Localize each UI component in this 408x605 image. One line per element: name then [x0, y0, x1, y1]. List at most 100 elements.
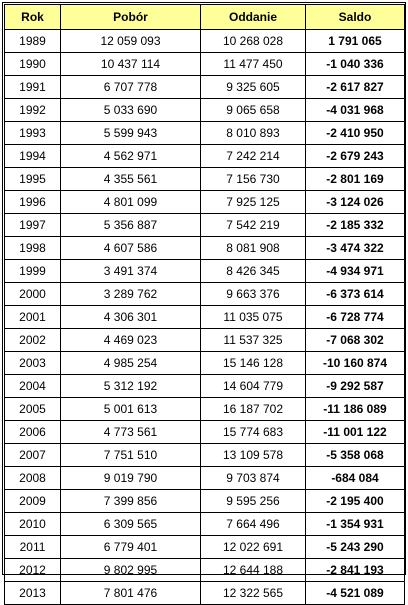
column-header-rok: Rok — [4, 4, 61, 30]
oddanie-cell: 7 925 125 — [200, 190, 306, 214]
pobor-cell: 7 801 476 — [60, 581, 201, 605]
oddanie-cell: 9 595 256 — [200, 489, 306, 513]
pobor-cell: 7 399 856 — [60, 489, 201, 513]
saldo-cell: -4 031 968 — [305, 98, 405, 122]
oddanie-cell: 7 664 496 — [200, 512, 306, 536]
oddanie-cell: 12 322 565 — [200, 581, 306, 605]
year-cell: 2003 — [4, 351, 61, 375]
column-header-oddanie: Oddanie — [200, 4, 306, 30]
year-cell: 2011 — [4, 535, 61, 559]
table-row: 2001 4 306 301 11 035 075 -6 728 774 — [4, 305, 405, 329]
saldo-cell: -5 243 290 — [305, 535, 405, 559]
table-row: 1990 10 437 114 11 477 450 -1 040 336 — [4, 52, 405, 76]
table-row: 2012 9 802 995 12 644 188 -2 841 193 — [4, 558, 405, 582]
pobor-cell: 5 033 690 — [60, 98, 201, 122]
year-cell: 2013 — [4, 581, 61, 605]
saldo-cell: -2 410 950 — [305, 121, 405, 145]
table-row: 2007 7 751 510 13 109 578 -5 358 068 — [4, 443, 405, 467]
year-cell: 1994 — [4, 144, 61, 168]
oddanie-cell: 14 604 779 — [200, 374, 306, 398]
pobor-cell: 6 309 565 — [60, 512, 201, 536]
oddanie-cell: 9 325 605 — [200, 75, 306, 99]
saldo-cell: -4 934 971 — [305, 259, 405, 283]
table-row: 1994 4 562 971 7 242 214 -2 679 243 — [4, 144, 405, 168]
saldo-cell: -2 185 332 — [305, 213, 405, 237]
oddanie-cell: 8 426 345 — [200, 259, 306, 283]
oddanie-cell: 13 109 578 — [200, 443, 306, 467]
saldo-cell: -7 068 302 — [305, 328, 405, 352]
table-row: 2006 4 773 561 15 774 683 -11 001 122 — [4, 420, 405, 444]
oddanie-cell: 7 156 730 — [200, 167, 306, 191]
pobor-cell: 9 802 995 — [60, 558, 201, 582]
saldo-cell: -9 292 587 — [305, 374, 405, 398]
table-row: 2008 9 019 790 9 703 874 -684 084 — [4, 466, 405, 490]
pobor-cell: 5 356 887 — [60, 213, 201, 237]
table-row: 1991 6 707 778 9 325 605 -2 617 827 — [4, 75, 405, 99]
pobor-cell: 3 491 374 — [60, 259, 201, 283]
saldo-cell: -11 186 089 — [305, 397, 405, 421]
year-cell: 1995 — [4, 167, 61, 191]
table-row: 2002 4 469 023 11 537 325 -7 068 302 — [4, 328, 405, 352]
year-cell: 2007 — [4, 443, 61, 467]
year-cell: 2012 — [4, 558, 61, 582]
pobor-cell: 4 306 301 — [60, 305, 201, 329]
year-cell: 1999 — [4, 259, 61, 283]
oddanie-cell: 7 242 214 — [200, 144, 306, 168]
saldo-cell: -1 040 336 — [305, 52, 405, 76]
pobor-cell: 4 985 254 — [60, 351, 201, 375]
year-cell: 2005 — [4, 397, 61, 421]
oddanie-cell: 12 022 691 — [200, 535, 306, 559]
pobor-cell: 4 469 023 — [60, 328, 201, 352]
saldo-cell: -6 728 774 — [305, 305, 405, 329]
year-cell: 2004 — [4, 374, 61, 398]
table-row: 1997 5 356 887 7 542 219 -2 185 332 — [4, 213, 405, 237]
oddanie-cell: 11 477 450 — [200, 52, 306, 76]
table-row: 1996 4 801 099 7 925 125 -3 124 026 — [4, 190, 405, 214]
saldo-cell: -2 195 400 — [305, 489, 405, 513]
table-row: 1999 3 491 374 8 426 345 -4 934 971 — [4, 259, 405, 283]
table-row: 2013 7 801 476 12 322 565 -4 521 089 — [4, 581, 405, 605]
year-cell: 1992 — [4, 98, 61, 122]
saldo-cell: -11 001 122 — [305, 420, 405, 444]
saldo-cell: -10 160 874 — [305, 351, 405, 375]
table-row: 2000 3 289 762 9 663 376 -6 373 614 — [4, 282, 405, 306]
table-row: 2009 7 399 856 9 595 256 -2 195 400 — [4, 489, 405, 513]
oddanie-cell: 9 065 658 — [200, 98, 306, 122]
pobor-cell: 12 059 093 — [60, 29, 201, 53]
pobor-cell: 4 562 971 — [60, 144, 201, 168]
saldo-cell: -2 617 827 — [305, 75, 405, 99]
saldo-cell: -3 474 322 — [305, 236, 405, 260]
oddanie-cell: 9 663 376 — [200, 282, 306, 306]
saldo-cell: -2 679 243 — [305, 144, 405, 168]
year-cell: 1996 — [4, 190, 61, 214]
year-cell: 1998 — [4, 236, 61, 260]
balance-table: Rok Pobór Oddanie Saldo 1989 12 059 093 10… — [4, 4, 405, 605]
pobor-cell: 6 779 401 — [60, 535, 201, 559]
pobor-cell: 7 751 510 — [60, 443, 201, 467]
year-cell: 1993 — [4, 121, 61, 145]
year-cell: 2009 — [4, 489, 61, 513]
oddanie-cell: 10 268 028 — [200, 29, 306, 53]
oddanie-cell: 15 146 128 — [200, 351, 306, 375]
oddanie-cell: 11 537 325 — [200, 328, 306, 352]
saldo-cell: -3 124 026 — [305, 190, 405, 214]
pobor-cell: 4 607 586 — [60, 236, 201, 260]
saldo-cell: -684 084 — [305, 466, 405, 490]
pobor-cell: 6 707 778 — [60, 75, 201, 99]
year-cell: 1990 — [4, 52, 61, 76]
oddanie-cell: 12 644 188 — [200, 558, 306, 582]
header-row: Rok Pobór Oddanie Saldo — [4, 4, 405, 30]
year-cell: 2006 — [4, 420, 61, 444]
column-header-pobor: Pobór — [60, 4, 201, 30]
pobor-cell: 10 437 114 — [60, 52, 201, 76]
oddanie-cell: 9 703 874 — [200, 466, 306, 490]
year-cell: 2000 — [4, 282, 61, 306]
table-row: 1989 12 059 093 10 268 028 1 791 065 — [4, 29, 405, 53]
oddanie-cell: 15 774 683 — [200, 420, 306, 444]
year-cell: 2002 — [4, 328, 61, 352]
table-row: 2004 5 312 192 14 604 779 -9 292 587 — [4, 374, 405, 398]
saldo-cell: -2 841 193 — [305, 558, 405, 582]
year-cell: 1991 — [4, 75, 61, 99]
table-row: 2010 6 309 565 7 664 496 -1 354 931 — [4, 512, 405, 536]
